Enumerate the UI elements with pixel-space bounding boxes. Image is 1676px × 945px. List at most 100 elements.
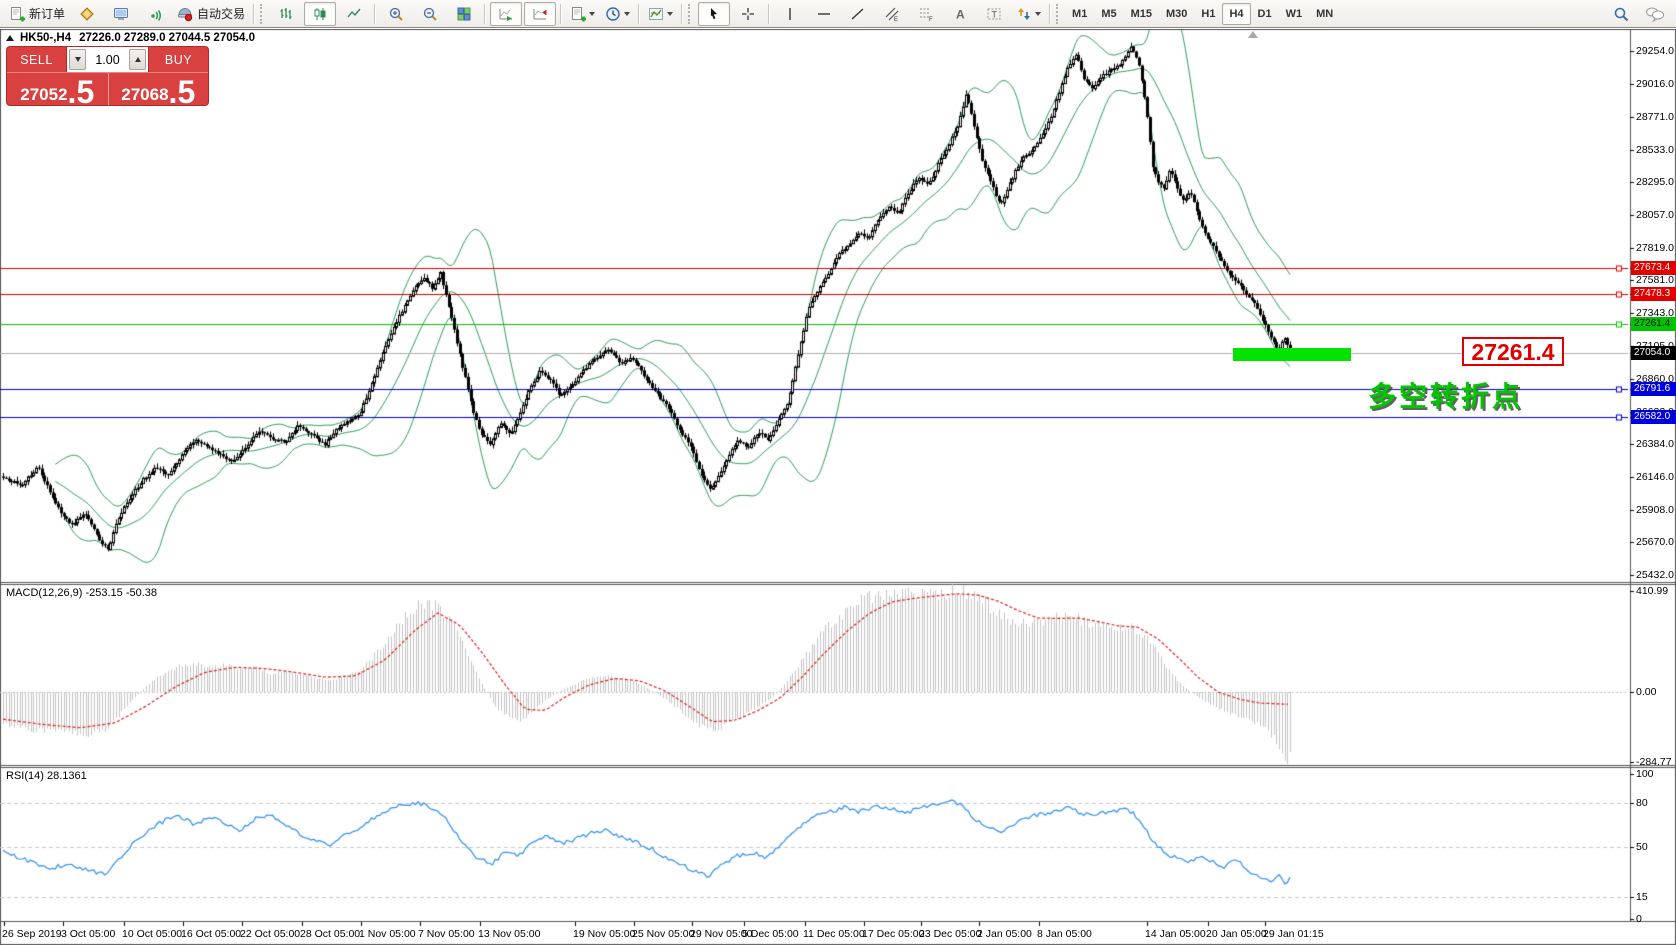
volume-down-button[interactable] [69, 49, 86, 70]
price-callout-label[interactable]: 27261.4 [1462, 337, 1564, 366]
time-tick-label: 20 Jan 05:00 [1206, 928, 1267, 940]
macd-indicator-label: MACD(12,26,9) -253.15 -50.38 [6, 587, 157, 599]
label-button[interactable]: T [978, 2, 1010, 26]
price-line-tag-27478.3[interactable]: 27478.3 [1631, 287, 1676, 301]
buy-price[interactable]: 27068.5 [107, 73, 209, 105]
timeframe-d1-button[interactable]: D1 [1257, 7, 1272, 20]
toolbar: 新订单 自动交易 E F A T M1 M5 M15 M30 H1 H4 D1 W1 MN [0, 0, 1676, 28]
shift-icon [532, 6, 548, 22]
fibonacci-button[interactable]: F [910, 2, 942, 26]
buy-button[interactable]: BUY [164, 52, 193, 67]
search-button[interactable] [1605, 2, 1637, 26]
price-line-tag-27054.0[interactable]: 27054.0 [1631, 346, 1676, 360]
rsi-name: RSI(14) [6, 770, 44, 782]
trendline-button[interactable] [842, 2, 874, 26]
autotrading-button[interactable]: 自动交易 [173, 2, 249, 26]
timeframe-mn-button[interactable]: MN [1316, 7, 1334, 20]
cursor-button[interactable] [698, 1, 731, 26]
price-tick-label: 25908.0 [1636, 504, 1674, 516]
fibo-icon: F [918, 6, 934, 22]
collapse-panel-icon[interactable] [6, 35, 14, 41]
toolbar-grip [1056, 3, 1061, 24]
line-chart-button[interactable] [338, 2, 370, 26]
price-line-tag-26582.0[interactable]: 26582.0 [1631, 410, 1676, 424]
crosshair-button[interactable] [732, 2, 764, 26]
time-tick-label: 1 Nov 05:00 [359, 928, 416, 940]
auto-scroll-button[interactable] [490, 1, 523, 26]
timeframe-h4-button[interactable]: H4 [1222, 2, 1251, 25]
templates-button[interactable] [566, 2, 599, 26]
timeframe-m30-button[interactable]: M30 [1166, 7, 1188, 20]
new-order-button[interactable]: 新订单 [5, 2, 69, 26]
time-tick-label: 17 Dec 05:00 [862, 928, 925, 940]
price-line-tag-27261.4[interactable]: 27261.4 [1631, 317, 1676, 331]
triangle-down-icon [74, 57, 81, 62]
time-tick-label: 8 Jan 05:00 [1037, 928, 1092, 940]
dropdown-caret-icon[interactable] [667, 11, 674, 16]
toolbar-grip [260, 3, 265, 24]
time-tick-label: 7 Nov 05:00 [418, 928, 475, 940]
toolbar-separator [768, 3, 771, 24]
indicators-icon [648, 6, 664, 22]
tile-windows-button[interactable] [448, 2, 480, 26]
trend-icon [850, 6, 866, 22]
time-tick-label: 5 Dec 05:00 [742, 928, 799, 940]
dropdown-caret-icon[interactable] [624, 11, 631, 16]
svg-text:F: F [929, 17, 933, 22]
signals-button[interactable] [139, 2, 171, 26]
time-tick-label: 14 Jan 05:00 [1145, 928, 1206, 940]
arrows-button[interactable] [1012, 2, 1045, 26]
volume-up-button[interactable] [129, 49, 146, 70]
chart-shift-marker-icon[interactable] [1248, 31, 1258, 38]
timeframe-h1-button[interactable]: H1 [1201, 7, 1216, 20]
sell-price[interactable]: 27052.5 [7, 73, 108, 105]
toolbar-grip [688, 3, 693, 24]
dropdown-caret-icon[interactable] [589, 11, 596, 16]
rsi-axis-label: 0 [1636, 913, 1642, 925]
tiles-icon [456, 6, 472, 22]
timeframe-m5-button[interactable]: M5 [1101, 7, 1117, 20]
zoom-in-button[interactable] [380, 2, 412, 26]
one-click-trading-panel: SELL 1.00 BUY 27052.5 27068.5 [6, 46, 209, 106]
terminal-button[interactable] [105, 2, 137, 26]
chat-button[interactable] [1639, 2, 1671, 26]
text-button[interactable]: A [944, 2, 976, 26]
support-highlight-bar[interactable] [1233, 348, 1351, 361]
timeframe-m1-button[interactable]: M1 [1072, 7, 1088, 20]
text-icon: A [952, 6, 968, 22]
triangle-up-icon [134, 57, 141, 62]
price-line-tag-26791.6[interactable]: 26791.6 [1631, 382, 1676, 396]
candle-chart-button[interactable] [304, 1, 337, 26]
metaeditor-button[interactable] [71, 2, 103, 26]
horizontal-line-button[interactable] [808, 2, 840, 26]
price-tick-label: 28533.0 [1636, 144, 1674, 156]
time-tick-label: 16 Oct 05:00 [181, 928, 242, 940]
volume-value[interactable]: 1.00 [95, 52, 120, 67]
time-tick-label: 13 Nov 05:00 [478, 928, 541, 940]
macd-axis-label: -284.77 [1636, 756, 1672, 768]
line-icon [346, 6, 362, 22]
periods-button[interactable] [601, 2, 634, 26]
sell-button[interactable]: SELL [20, 52, 53, 67]
timeframe-m15-button[interactable]: M15 [1130, 7, 1152, 20]
price-tick-label: 27581.0 [1636, 274, 1674, 286]
autotrading-button-label: 自动交易 [197, 7, 246, 21]
ohlc-values: 27226.0 27289.0 27044.5 27054.0 [79, 32, 256, 44]
zoom-out-button[interactable] [414, 2, 446, 26]
macd-axis-label: 0.00 [1636, 686, 1657, 698]
toolbar-separator [638, 3, 641, 24]
time-tick-label: 19 Nov 05:00 [573, 928, 636, 940]
chart-shift-button[interactable] [524, 1, 557, 26]
turning-point-text[interactable]: 多空转折点 [1368, 381, 1524, 412]
indicators-button[interactable] [644, 2, 677, 26]
chart-canvas[interactable] [0, 29, 1676, 945]
bar-chart-button[interactable] [270, 2, 302, 26]
zoom-out-icon [422, 6, 438, 22]
price-line-tag-27673.4[interactable]: 27673.4 [1631, 261, 1676, 275]
toolbar-separator [1049, 3, 1052, 24]
vertical-line-button[interactable] [774, 2, 806, 26]
price-tick-label: 26384.0 [1636, 438, 1674, 450]
dropdown-caret-icon[interactable] [1035, 11, 1042, 16]
channel-button[interactable]: E [876, 2, 908, 26]
timeframe-w1-button[interactable]: W1 [1285, 7, 1303, 20]
